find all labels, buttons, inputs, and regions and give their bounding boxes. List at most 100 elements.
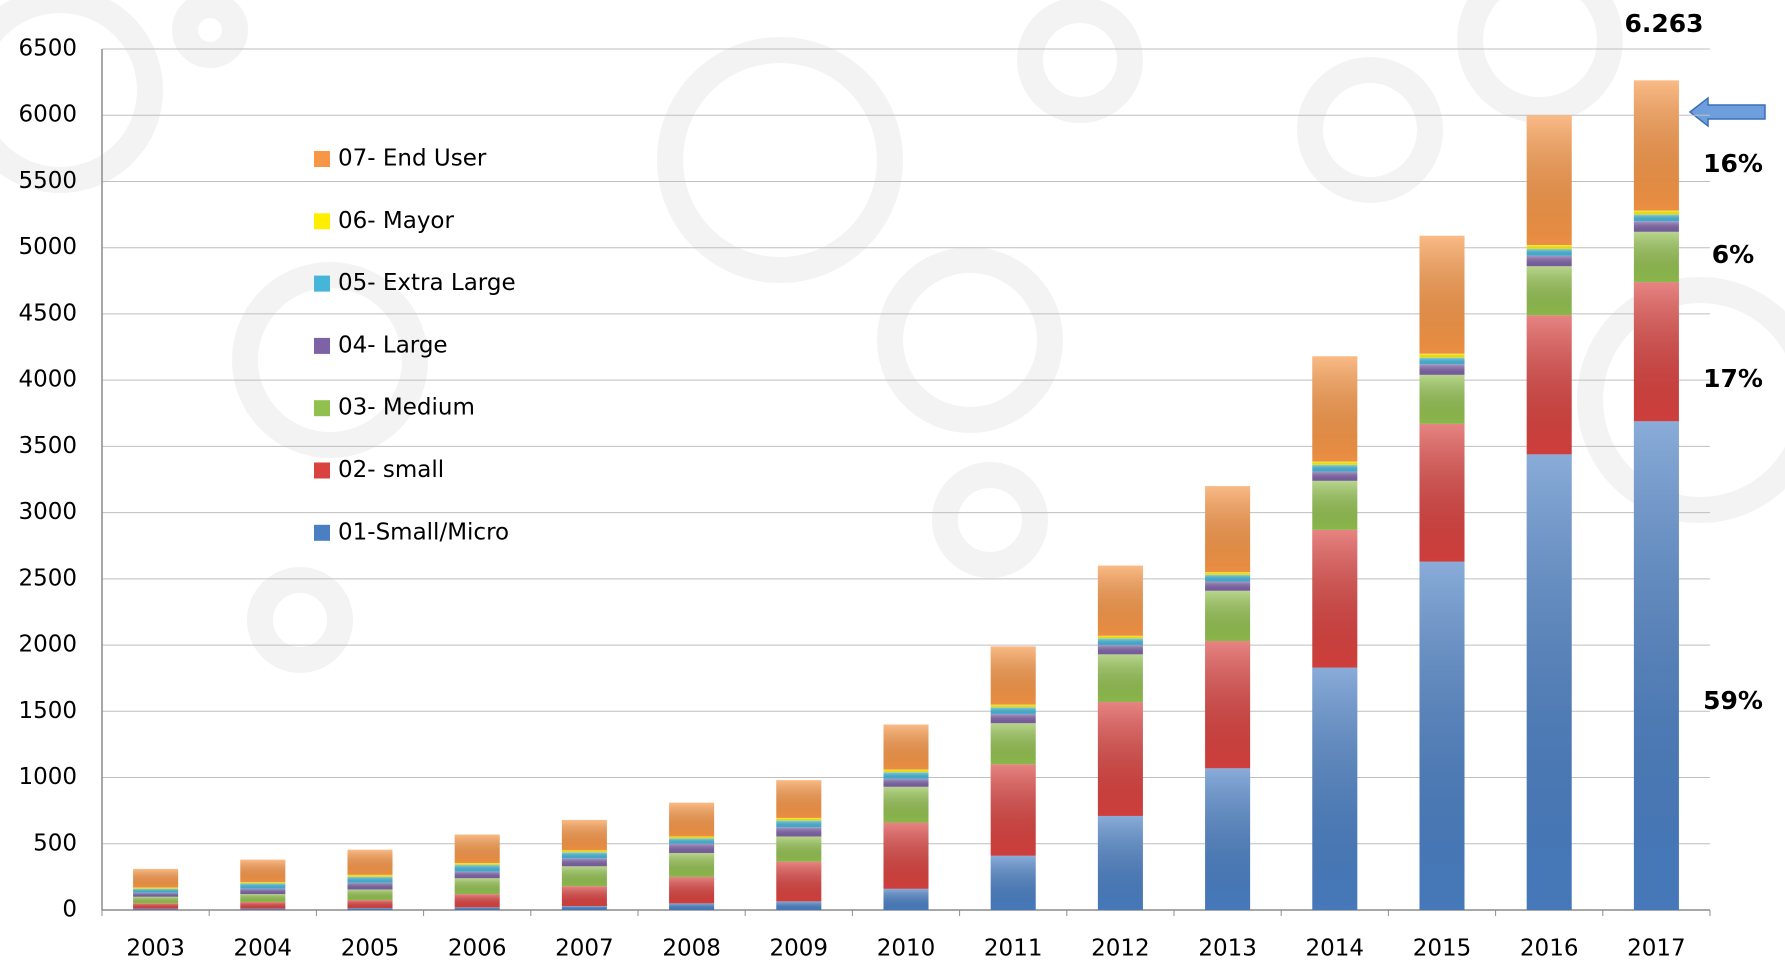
bar-shade — [990, 704, 1036, 708]
y-tick-label: 500 — [33, 830, 77, 856]
bar-shade — [776, 817, 822, 821]
legend-swatch — [314, 462, 330, 479]
legend-label: 05- Extra Large — [338, 270, 516, 296]
bar-shade — [240, 908, 286, 910]
x-tick-label: 2003 — [126, 936, 185, 962]
bar-shade — [1419, 374, 1465, 424]
bar-shade — [883, 786, 929, 823]
annotation: 6.263 — [1624, 9, 1703, 38]
bar-shade — [1205, 574, 1251, 582]
bar-shade — [240, 882, 286, 884]
bar-shade — [454, 894, 500, 908]
y-tick-label: 1500 — [18, 698, 77, 724]
bar-shade — [990, 646, 1036, 705]
bar-shade — [669, 838, 715, 844]
bar-shade — [133, 908, 179, 910]
bar-shade — [1633, 421, 1679, 910]
bar-shade — [883, 724, 929, 770]
bar-shade — [133, 868, 179, 888]
legend-swatch — [314, 275, 330, 292]
bar-shade — [1205, 572, 1251, 575]
bar-shade — [990, 855, 1036, 910]
y-tick-label: 0 — [62, 897, 77, 923]
y-tick-label: 3000 — [18, 499, 77, 525]
bar-shade — [1633, 210, 1679, 215]
bar-shade — [240, 894, 286, 903]
bar-shade — [561, 852, 607, 859]
annotation: 17% — [1703, 364, 1763, 393]
bar-shade — [669, 876, 715, 904]
bar-shade — [1097, 654, 1143, 703]
x-tick-label: 2011 — [984, 936, 1043, 962]
bar-shade — [1097, 635, 1143, 639]
bar-shade — [1633, 221, 1679, 232]
bar-shade — [454, 878, 500, 895]
annotation: 6% — [1712, 240, 1754, 269]
bar-shade — [1633, 214, 1679, 222]
bar-shade — [1526, 255, 1572, 267]
bar-shade — [1205, 590, 1251, 642]
bar-shade — [347, 900, 393, 909]
bar-shade — [883, 778, 929, 787]
bar-shade — [1633, 282, 1679, 422]
legend-label: 03- Medium — [338, 395, 475, 421]
bar-shade — [776, 836, 822, 862]
bar-shade — [1526, 315, 1572, 455]
bar-shade — [776, 820, 822, 828]
bar-shade — [240, 902, 286, 909]
bar-shade — [454, 862, 500, 865]
x-tick-label: 2017 — [1627, 936, 1686, 962]
y-tick-label: 2500 — [18, 565, 77, 591]
x-tick-label: 2008 — [662, 936, 721, 962]
bar-shade — [454, 864, 500, 872]
bar-shade — [1312, 464, 1358, 472]
legend-swatch — [314, 524, 330, 541]
y-tick-label: 6500 — [18, 36, 77, 62]
bar-shade — [561, 858, 607, 867]
y-tick-label: 4500 — [18, 300, 77, 326]
y-tick-label: 6000 — [18, 102, 77, 128]
x-tick-label: 2013 — [1198, 936, 1257, 962]
bar-shade — [1097, 702, 1143, 816]
bar-shade — [1419, 235, 1465, 354]
background-decoration — [0, 0, 1785, 673]
bar-shade — [1097, 565, 1143, 636]
bar-shade — [1097, 815, 1143, 910]
x-tick-label: 2009 — [770, 936, 829, 962]
bar-shade — [1419, 364, 1465, 375]
bar-shade — [1526, 454, 1572, 910]
bar-shade — [133, 903, 179, 909]
bar-shade — [1526, 266, 1572, 316]
bar-shade — [669, 853, 715, 877]
bar-shade — [347, 882, 393, 890]
x-tick-label: 2005 — [341, 936, 400, 962]
bar-shade — [1097, 645, 1143, 655]
bar-shade — [883, 772, 929, 779]
bar-shade — [1312, 480, 1358, 530]
bar-shade — [1205, 768, 1251, 910]
bar-shade — [669, 843, 715, 854]
bar-shade — [883, 769, 929, 773]
x-tick-label: 2014 — [1306, 936, 1365, 962]
bar-shade — [1312, 471, 1358, 481]
bar-shade — [133, 888, 179, 893]
bar-shade — [1312, 667, 1358, 910]
y-tick-label: 1000 — [18, 764, 77, 790]
bar-shade — [561, 866, 607, 887]
y-tick-label: 2000 — [18, 632, 77, 658]
bar-shade — [990, 723, 1036, 765]
bar-shade — [1205, 581, 1251, 591]
bar-shade — [776, 901, 822, 910]
bar-shade — [1419, 423, 1465, 562]
bar-shade — [347, 874, 393, 877]
legend-label: 04- Large — [338, 332, 448, 358]
bar-shade — [883, 822, 929, 889]
x-tick-label: 2004 — [234, 936, 293, 962]
y-tick-label: 4000 — [18, 367, 77, 393]
bar-shade — [240, 859, 286, 883]
bar-shade — [776, 827, 822, 837]
legend-label: 06- Mayor — [338, 208, 454, 234]
bar-shade — [990, 707, 1036, 714]
legend-label: 07- End User — [338, 146, 487, 172]
